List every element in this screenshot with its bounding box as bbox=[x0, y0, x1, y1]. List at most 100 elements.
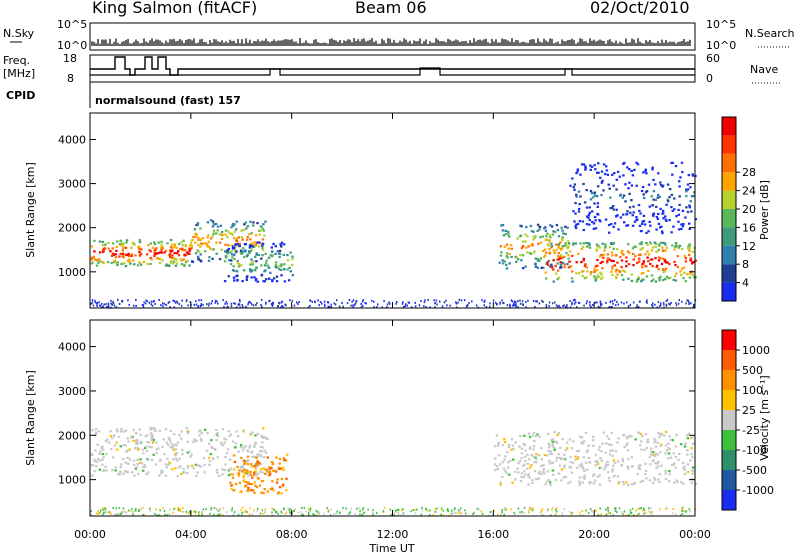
velocity-ground-cell bbox=[590, 508, 592, 511]
velocity-cell bbox=[499, 463, 502, 466]
velocity-ground-cell bbox=[453, 511, 455, 514]
power-ground-cell bbox=[600, 304, 602, 307]
velocity-cell bbox=[97, 430, 101, 433]
power-cell bbox=[550, 225, 554, 228]
velocity-cell bbox=[124, 461, 127, 464]
velocity-cell bbox=[239, 446, 243, 449]
power-cell bbox=[515, 256, 518, 259]
power-cell bbox=[615, 277, 618, 280]
velocity-cell bbox=[229, 481, 232, 484]
power-ground-cell bbox=[401, 302, 404, 305]
velocity-cell bbox=[540, 472, 543, 476]
velocity-cell bbox=[174, 454, 177, 457]
velocity-cell bbox=[93, 460, 97, 463]
power-ground-cell bbox=[574, 301, 577, 304]
power-cell bbox=[603, 249, 606, 252]
power-cell bbox=[689, 271, 693, 274]
power-cell bbox=[262, 223, 265, 226]
velocity-ground-cell bbox=[679, 514, 682, 517]
power-ground-cell bbox=[665, 300, 668, 303]
power-cell bbox=[550, 242, 553, 245]
power-ground-cell bbox=[96, 302, 99, 304]
power-cell bbox=[588, 218, 591, 222]
velocity-cell bbox=[528, 476, 531, 479]
power-cell bbox=[279, 243, 282, 246]
velocity-cell bbox=[119, 445, 122, 448]
power-cell bbox=[602, 253, 605, 256]
velocity-ground-cell bbox=[446, 509, 449, 512]
power-cell bbox=[124, 265, 128, 268]
velocity-cell bbox=[276, 478, 279, 481]
velocity-cell bbox=[91, 474, 94, 477]
velocity-cell bbox=[258, 484, 262, 487]
power-cell bbox=[572, 242, 575, 245]
power-ground-cell bbox=[227, 306, 229, 309]
velocity-cell bbox=[612, 464, 615, 467]
velocity-colorbar-label: Velocity [m s⁻¹] bbox=[758, 375, 771, 460]
velocity-cell bbox=[152, 438, 156, 441]
power-cell bbox=[571, 177, 574, 180]
velocity-cell bbox=[578, 476, 582, 479]
power-ground-cell bbox=[668, 302, 670, 305]
power-cell bbox=[560, 254, 563, 257]
power-y-tick-label: 3000 bbox=[58, 178, 86, 191]
velocity-ground-cell bbox=[561, 512, 563, 515]
velocity-cell bbox=[499, 481, 502, 484]
power-cell bbox=[505, 267, 509, 270]
velocity-ground-cell bbox=[307, 513, 310, 516]
power-cell bbox=[553, 251, 556, 255]
velocity-cell bbox=[228, 458, 232, 461]
power-cell bbox=[223, 280, 227, 283]
velocity-cell bbox=[593, 479, 597, 482]
power-cell bbox=[646, 250, 649, 253]
velocity-ground-cell bbox=[615, 508, 617, 511]
velocity-cell bbox=[676, 481, 679, 484]
velocity-cell bbox=[578, 483, 582, 486]
velocity-cell bbox=[598, 474, 601, 477]
velocity-cell bbox=[547, 479, 550, 482]
velocity-cell bbox=[144, 465, 147, 468]
power-cell bbox=[682, 266, 686, 269]
power-cell bbox=[634, 245, 637, 248]
velocity-cell bbox=[532, 445, 536, 448]
power-cell bbox=[234, 245, 237, 248]
velocity-cell bbox=[163, 453, 166, 456]
velocity-cell bbox=[114, 469, 117, 472]
power-cell bbox=[600, 170, 604, 173]
power-cell bbox=[657, 244, 661, 247]
velocity-ground-cell bbox=[420, 513, 423, 516]
power-cell bbox=[601, 267, 604, 270]
power-cell bbox=[596, 274, 599, 277]
velocity-ground-cell bbox=[648, 509, 650, 512]
velocity-ground-cell bbox=[246, 511, 248, 514]
power-cell bbox=[675, 272, 678, 275]
power-cell bbox=[216, 229, 219, 232]
velocity-cell bbox=[611, 468, 615, 471]
power-ground-cell bbox=[675, 302, 677, 305]
velocity-cell bbox=[577, 449, 581, 453]
power-cell bbox=[551, 233, 555, 236]
velocity-cell bbox=[253, 471, 256, 474]
power-cell bbox=[630, 273, 634, 276]
power-cell bbox=[629, 211, 632, 214]
velocity-cell bbox=[100, 447, 103, 450]
power-ground-cell bbox=[483, 304, 485, 307]
velocity-cell bbox=[655, 466, 658, 469]
velocity-ground-cell bbox=[274, 510, 277, 513]
power-cell bbox=[153, 249, 156, 252]
power-cell bbox=[642, 278, 645, 281]
velocity-ground-cell bbox=[555, 510, 558, 513]
power-cell bbox=[235, 220, 238, 223]
power-ground-cell bbox=[594, 301, 597, 304]
power-cell bbox=[248, 250, 251, 253]
power-cell bbox=[189, 248, 192, 251]
power-cell bbox=[204, 242, 207, 245]
velocity-cell bbox=[563, 458, 567, 461]
power-cell bbox=[175, 246, 178, 249]
velocity-cell bbox=[617, 480, 621, 483]
power-cell bbox=[567, 254, 570, 257]
power-ground-cell bbox=[98, 301, 100, 304]
velocity-cell bbox=[243, 462, 246, 466]
power-cell bbox=[588, 223, 591, 226]
velocity-ground-cell bbox=[329, 514, 332, 517]
